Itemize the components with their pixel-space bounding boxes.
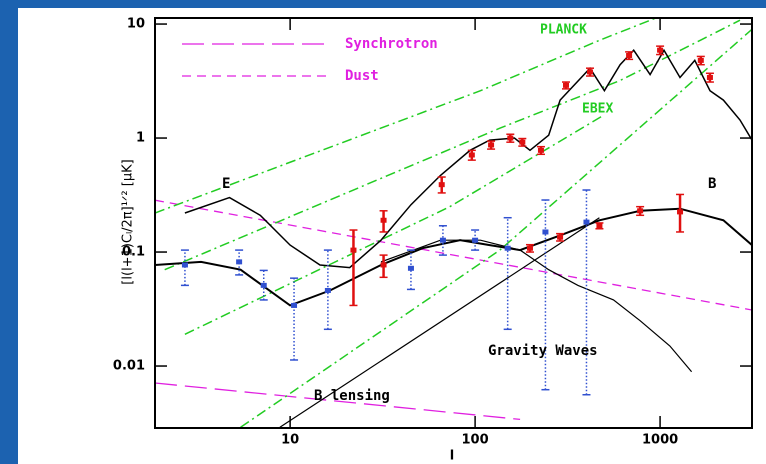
annotation: B lensing — [314, 388, 390, 404]
annotation: B — [708, 176, 716, 192]
annotation: Gravity Waves — [488, 343, 598, 359]
panel — [18, 8, 766, 464]
point — [519, 139, 526, 145]
point — [587, 69, 594, 75]
point — [407, 265, 414, 271]
annotation: EBEX — [582, 102, 613, 117]
point — [626, 52, 633, 58]
x-tick-label: 1000 — [642, 433, 678, 448]
point — [380, 217, 387, 223]
curve — [240, 28, 752, 428]
point — [488, 142, 495, 148]
point — [507, 135, 514, 141]
annotation: PLANCK — [540, 23, 587, 38]
x-tick-label: 100 — [462, 433, 489, 448]
point — [181, 262, 188, 268]
point — [350, 247, 357, 253]
point — [468, 152, 475, 158]
point — [706, 74, 713, 80]
y-tick-label: 0.01 — [113, 359, 145, 374]
point — [657, 47, 664, 53]
curve — [380, 239, 693, 373]
point — [438, 182, 445, 188]
curve — [155, 199, 752, 311]
point — [291, 302, 298, 308]
point — [324, 287, 331, 293]
point — [637, 208, 644, 214]
y-tick-label: 10 — [127, 17, 145, 32]
point — [697, 57, 704, 63]
point — [526, 245, 533, 251]
point — [542, 229, 549, 235]
legend-label: Dust — [345, 68, 379, 84]
curve — [184, 114, 605, 335]
legend-label: Synchrotron — [345, 36, 438, 52]
curve — [155, 18, 657, 214]
x-tick-label: 10 — [281, 433, 299, 448]
y-tick-label: 1 — [136, 131, 145, 146]
plot-area — [155, 18, 752, 428]
curve — [155, 382, 521, 421]
curve — [164, 19, 741, 271]
point — [562, 82, 569, 88]
x-axis-label: l — [450, 449, 454, 464]
point — [677, 209, 684, 215]
curve — [184, 48, 752, 269]
point — [537, 147, 544, 153]
point — [504, 245, 511, 251]
point — [596, 223, 603, 229]
y-tick-label: 0.1 — [122, 245, 145, 260]
point — [583, 219, 590, 225]
y-axis-label: [l(l+1)Cₗ/2π]¹ᐟ² [μK] — [121, 159, 136, 284]
point — [380, 262, 387, 268]
point — [260, 282, 267, 288]
point — [557, 234, 564, 240]
point — [472, 237, 479, 243]
point — [439, 237, 446, 243]
point — [236, 259, 243, 265]
axes-frame — [154, 17, 753, 429]
annotation: E — [222, 176, 230, 192]
